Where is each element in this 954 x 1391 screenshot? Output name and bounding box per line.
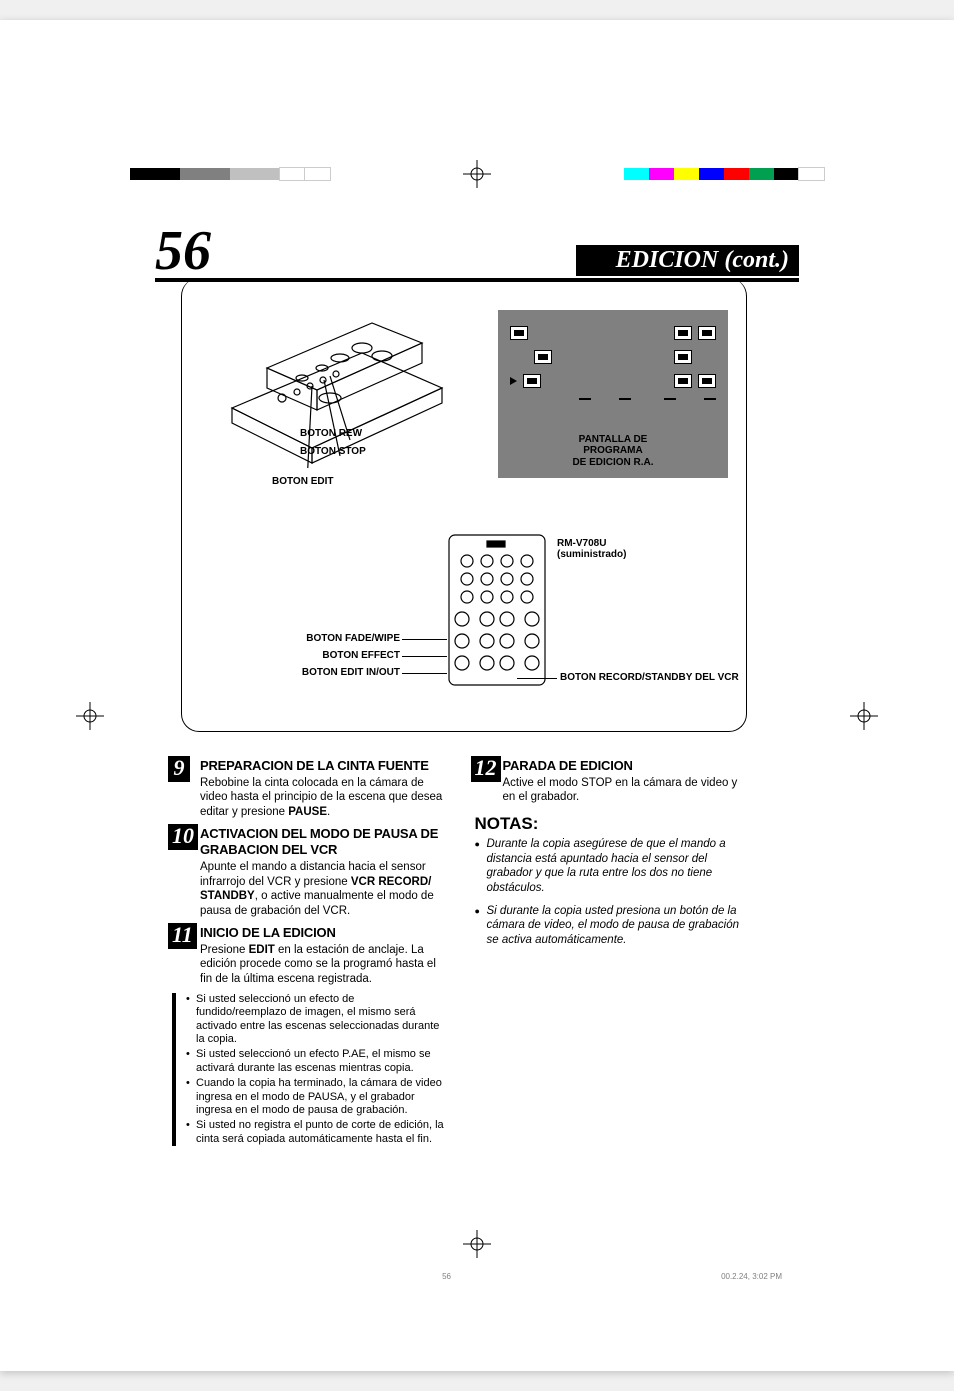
program-slot-icon — [674, 326, 692, 340]
screen-icons — [510, 326, 716, 444]
label-edit: BOTON EDIT — [272, 476, 333, 487]
right-column: 12 PARADA DE EDICION Active el modo STOP… — [475, 758, 750, 1148]
screen-caption: PANTALLA DE PROGRAMA DE EDICION R.A. — [558, 434, 669, 469]
program-slot-icon — [674, 350, 692, 364]
bullet-item: Si usted seleccionó un efecto de fundido… — [186, 993, 447, 1047]
screen-caption-text: PANTALLA DE PROGRAMA DE EDICION R.A. — [572, 434, 653, 468]
program-slot-icon — [674, 374, 692, 388]
label-rew: BOTON REW — [300, 428, 362, 439]
label-effect: BOTON EFFECT — [295, 650, 400, 661]
step-body: Apunte el mando a distancia hacia el sen… — [200, 860, 447, 919]
program-slot-icon — [523, 374, 541, 388]
registration-mark-icon — [850, 702, 878, 735]
step-title: PARADA DE EDICION — [503, 758, 750, 775]
manual-page: 56 EDICION (cont.) — [0, 20, 954, 1371]
dash-icon — [664, 398, 676, 400]
leader-line — [517, 678, 557, 679]
step-9: 9 PREPARACION DE LA CINTA FUENTE Rebobin… — [172, 758, 447, 820]
note-item: Si durante la copia usted presiona un bo… — [475, 904, 750, 948]
label-inout: BOTON EDIT IN/OUT — [282, 667, 400, 678]
footer: 56 00.2.24, 3:02 PM — [172, 1272, 782, 1281]
program-slot-icon — [698, 374, 716, 388]
step-title: PREPARACION DE LA CINTA FUENTE — [200, 758, 447, 775]
step-bold: PAUSE — [288, 806, 327, 818]
remote-supplied-text: (suministrado) — [557, 549, 626, 560]
step-title: ACTIVACION DEL MODO DE PAUSA DE GRABACIO… — [200, 826, 447, 859]
bullet-item: Si usted no registra el punto de corte d… — [186, 1119, 447, 1146]
dash-icon — [619, 398, 631, 400]
dash-icon — [579, 398, 591, 400]
label-record: BOTON RECORD/STANDBY DEL VCR — [560, 672, 739, 683]
registration-mark-icon — [463, 1230, 491, 1263]
left-column: 9 PREPARACION DE LA CINTA FUENTE Rebobin… — [172, 758, 447, 1148]
step-body: Presione EDIT en la estación de anclaje.… — [200, 943, 447, 987]
program-slot-icon — [698, 326, 716, 340]
leader-line — [402, 673, 447, 674]
step-text: Presione — [200, 944, 249, 956]
edit-program-screen: PANTALLA DE PROGRAMA DE EDICION R.A. — [498, 310, 728, 478]
swatch-strip-left — [130, 168, 330, 180]
swatch-strip-right — [624, 168, 824, 180]
program-slot-icon — [534, 350, 552, 364]
remote-illustration — [447, 533, 547, 688]
footer-time: 00.2.24, 3:02 PM — [721, 1272, 782, 1281]
label-fade: BOTON FADE/WIPE — [295, 633, 400, 644]
leader-line — [402, 639, 447, 640]
page-number: 56 — [155, 226, 211, 276]
program-slot-icon — [510, 326, 528, 340]
registration-mark-icon — [76, 702, 104, 735]
remote-model: RM-V708U (suministrado) — [557, 538, 626, 560]
play-arrow-icon — [510, 377, 517, 385]
remote-model-text: RM-V708U — [557, 538, 606, 549]
step-number: 10 — [168, 824, 198, 850]
registration-bar — [0, 168, 954, 194]
step-number: 9 — [168, 756, 190, 782]
section-title: EDICION (cont.) — [576, 245, 799, 276]
notes-list: Durante la copia asegúrese de que el man… — [475, 837, 750, 948]
notes-heading: NOTAS: — [475, 813, 750, 835]
step-10: 10 ACTIVACION DEL MODO DE PAUSA DE GRABA… — [172, 826, 447, 919]
body-columns: 9 PREPARACION DE LA CINTA FUENTE Rebobin… — [172, 758, 749, 1148]
step-body: Rebobine la cinta colocada en la cámara … — [200, 776, 447, 820]
step-11-bullets: Si usted seleccionó un efecto de fundido… — [172, 993, 447, 1146]
page-header: 56 EDICION (cont.) — [155, 226, 799, 282]
bullet-item: Si usted seleccionó un efecto P.AE, el m… — [186, 1048, 447, 1075]
docking-station-illustration — [212, 298, 462, 468]
label-stop: BOTON STOP — [300, 446, 366, 457]
step-11: 11 INICIO DE LA EDICION Presione EDIT en… — [172, 925, 447, 987]
bullet-item: Cuando la copia ha terminado, la cámara … — [186, 1077, 447, 1117]
note-item: Durante la copia asegúrese de que el man… — [475, 837, 750, 896]
dash-icon — [704, 398, 716, 400]
step-bold: EDIT — [249, 944, 275, 956]
leader-line — [402, 656, 447, 657]
step-number: 12 — [471, 756, 501, 782]
step-number: 11 — [168, 923, 197, 949]
step-12: 12 PARADA DE EDICION Active el modo STOP… — [475, 758, 750, 805]
footer-page: 56 — [442, 1272, 451, 1281]
step-tail: . — [327, 806, 330, 818]
step-body: Active el modo STOP en la cámara de vide… — [503, 776, 750, 805]
step-title: INICIO DE LA EDICION — [200, 925, 447, 942]
registration-mark-icon — [463, 160, 491, 193]
figure-panel: BOTON REW BOTON STOP BOTON EDIT — [181, 278, 747, 732]
